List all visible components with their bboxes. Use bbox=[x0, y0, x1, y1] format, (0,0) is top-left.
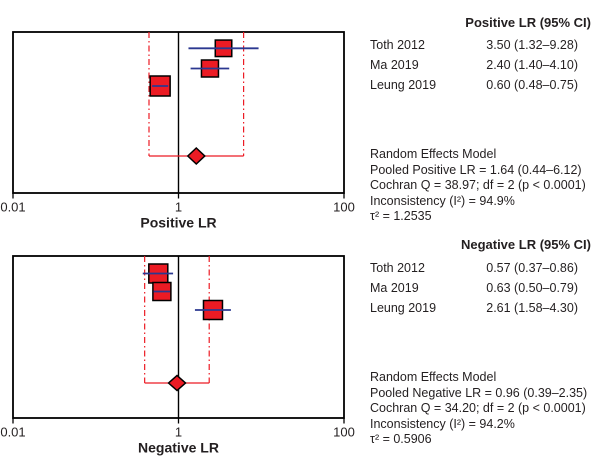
study-name: Toth 2012 bbox=[370, 38, 425, 52]
column-header-positive-lr: Positive LR (95% CI) bbox=[465, 15, 591, 30]
stats-line: τ² = 0.5906 bbox=[370, 432, 432, 446]
pooled-diamond bbox=[167, 374, 187, 392]
column-header-negative-lr: Negative LR (95% CI) bbox=[460, 237, 591, 252]
study-row: Toth 2012 3.50 (1.32–9.28) bbox=[368, 35, 591, 55]
stats-line: Inconsistency (I²) = 94.2% bbox=[370, 416, 515, 431]
study-list-negative: Toth 2012 0.57 (0.37–0.86) Ma 2019 0.63 (0.… bbox=[368, 258, 591, 318]
x-axis-title: Positive LR bbox=[140, 215, 216, 231]
stats-line: Cochran Q = 34.20; df = 2 (p < 0.0001) bbox=[370, 401, 586, 415]
study-row: Ma 2019 0.63 (0.50–0.79) bbox=[368, 278, 591, 298]
stats-line: τ² = 1.2535 bbox=[370, 209, 432, 223]
x-tick-label: 1 bbox=[175, 425, 182, 440]
study-name: Leung 2019 bbox=[370, 301, 437, 315]
negative-lr-text-column: Negative LR (95% CI) Toth 2012 0.57 (0.37… bbox=[368, 230, 591, 457]
study-row: Leung 2019 2.61 (1.58–4.30) bbox=[368, 298, 591, 318]
study-estimate-ci: 0.60 (0.48–0.75) bbox=[486, 78, 578, 92]
stats-line: Random Effects Model bbox=[370, 370, 497, 384]
study-list-positive: Toth 2012 3.50 (1.32–9.28) Ma 2019 2.40 (1.… bbox=[368, 35, 591, 95]
study-name: Toth 2012 bbox=[370, 261, 425, 275]
x-tick-label: 1 bbox=[175, 200, 182, 215]
study-name: Ma 2019 bbox=[370, 281, 419, 295]
stats-line: Pooled Negative LR = 0.96 (0.39–2.35) bbox=[370, 385, 588, 400]
study-estimate-ci: 0.63 (0.50–0.79) bbox=[486, 281, 578, 295]
x-tick-label: 100 bbox=[333, 425, 355, 440]
study-row: Toth 2012 0.57 (0.37–0.86) bbox=[368, 258, 591, 278]
random-effects-stats-positive: Random Effects Model Pooled Positive LR =… bbox=[370, 147, 591, 225]
study-row: Ma 2019 2.40 (1.40–4.10) bbox=[368, 55, 591, 75]
x-tick-label: 0.01 bbox=[0, 425, 25, 440]
pooled-diamond bbox=[186, 146, 206, 166]
stats-line: Cochran Q = 38.97; df = 2 (p < 0.0001) bbox=[370, 178, 586, 192]
study-estimate-ci: 3.50 (1.32–9.28) bbox=[486, 38, 578, 52]
study-estimate-ci: 0.57 (0.37–0.86) bbox=[486, 261, 578, 275]
random-effects-stats-negative: Random Effects Model Pooled Negative LR =… bbox=[370, 370, 591, 448]
study-name: Leung 2019 bbox=[370, 78, 437, 92]
stats-line: Pooled Positive LR = 1.64 (0.44–6.12) bbox=[370, 162, 582, 177]
study-row: Leung 2019 0.60 (0.48–0.75) bbox=[368, 75, 591, 95]
study-estimate-ci: 2.40 (1.40–4.10) bbox=[486, 58, 578, 72]
x-axis-title: Negative LR bbox=[138, 440, 219, 456]
x-tick-label: 100 bbox=[333, 200, 355, 215]
study-name: Ma 2019 bbox=[370, 58, 419, 72]
x-tick-label: 0.01 bbox=[0, 200, 25, 215]
positive-lr-text-column: Positive LR (95% CI) Toth 2012 3.50 (1.32… bbox=[368, 0, 591, 230]
study-estimate-ci: 2.61 (1.58–4.30) bbox=[486, 301, 578, 315]
stats-line: Inconsistency (I²) = 94.9% bbox=[370, 193, 515, 208]
stats-line: Random Effects Model bbox=[370, 147, 497, 161]
